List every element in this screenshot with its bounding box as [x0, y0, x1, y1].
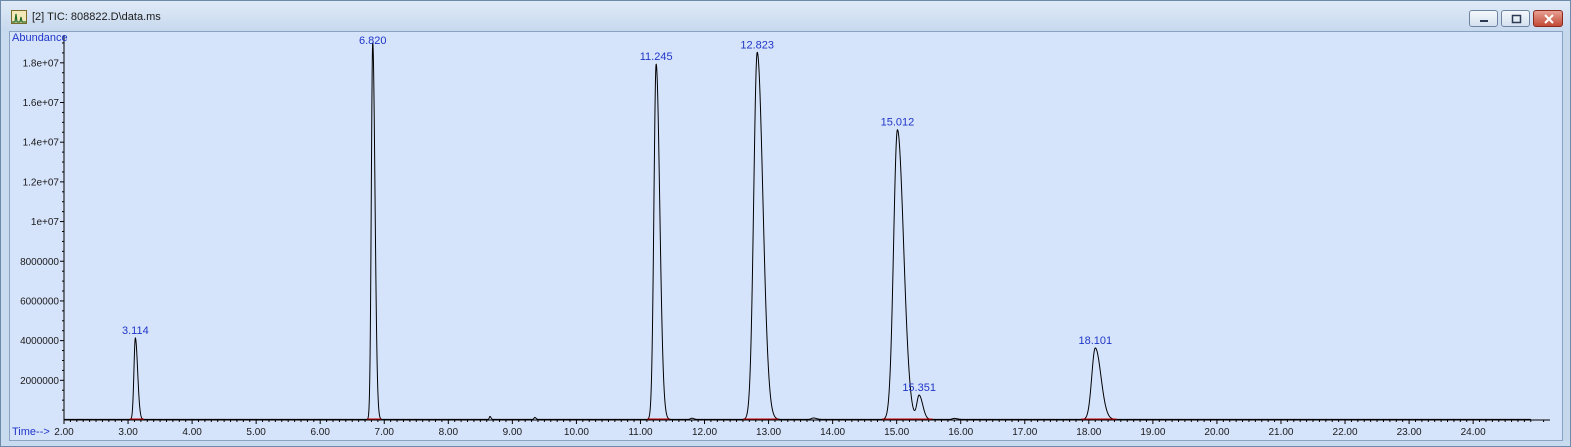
title-bar[interactable]: [2] TIC: 808822.D\data.ms — [1, 1, 1570, 31]
y-tick-label: 1.2e+07 — [23, 177, 60, 188]
x-tick-label: 14.00 — [820, 427, 845, 438]
x-tick-label: 24.00 — [1461, 427, 1486, 438]
close-icon — [1544, 14, 1554, 24]
x-tick-label: 15.00 — [884, 427, 909, 438]
x-tick-label: 16.00 — [948, 427, 973, 438]
x-tick-label: 23.00 — [1397, 427, 1422, 438]
x-tick-label: 11.00 — [628, 427, 653, 438]
plot-area[interactable]: 2000000 4000000 6000000 8000000 1e+07 1.2e+07… — [9, 31, 1563, 441]
x-tick-label: 7.00 — [375, 427, 395, 438]
y-tick-label: 1e+07 — [31, 217, 60, 228]
peak-label: 18.101 — [1078, 335, 1112, 347]
x-tick-label: 18.00 — [1076, 427, 1101, 438]
maximize-button[interactable] — [1501, 10, 1530, 27]
y-tick-label: 4000000 — [20, 336, 59, 347]
chromatogram-app-icon — [11, 10, 27, 24]
x-tick-label: 19.00 — [1140, 427, 1165, 438]
chromatogram-chart[interactable]: 2000000 4000000 6000000 8000000 1e+07 1.2e+07… — [10, 32, 1562, 440]
peak-label: 11.245 — [640, 51, 673, 63]
x-axis-title: Time--> — [12, 426, 50, 438]
peak-label: 15.012 — [881, 117, 915, 129]
minimize-icon — [1480, 20, 1488, 22]
peak-label: 12.823 — [740, 39, 774, 51]
x-tick-label: 22.00 — [1333, 427, 1358, 438]
x-tick-label: 2.00 — [54, 427, 74, 438]
x-tick-label: 3.00 — [118, 427, 138, 438]
window-title: [2] TIC: 808822.D\data.ms — [32, 11, 161, 23]
x-tick-label: 10.00 — [564, 427, 589, 438]
x-tick-label: 6.00 — [310, 427, 330, 438]
y-tick-label: 1.6e+07 — [23, 98, 60, 109]
x-tick-label: 5.00 — [246, 427, 266, 438]
close-button[interactable] — [1533, 10, 1563, 27]
x-tick-label: 13.00 — [756, 427, 781, 438]
peak-label: 3.114 — [122, 325, 149, 337]
x-tick-label: 12.00 — [692, 427, 717, 438]
y-tick-label: 2000000 — [20, 376, 59, 387]
tic-trace-line — [64, 42, 1531, 420]
x-tick-label: 8.00 — [439, 427, 459, 438]
maximize-icon — [1511, 14, 1522, 24]
y-tick-label: 8000000 — [20, 257, 59, 268]
x-tick-label: 20.00 — [1204, 427, 1229, 438]
window-border-right — [1563, 31, 1570, 441]
x-tick-label: 4.00 — [182, 427, 202, 438]
x-tick-label: 21.00 — [1268, 427, 1293, 438]
peak-label: 15.351 — [902, 382, 936, 394]
y-axis-title: Abundance — [12, 32, 68, 44]
x-tick-label: 17.00 — [1012, 427, 1037, 438]
minimize-button[interactable] — [1469, 10, 1498, 27]
x-tick-label: 9.00 — [503, 427, 523, 438]
y-tick-label: 1.4e+07 — [23, 138, 60, 149]
y-tick-label: 6000000 — [20, 296, 59, 307]
peak-label: 6.820 — [359, 35, 387, 47]
y-tick-label: 1.8e+07 — [23, 58, 60, 69]
